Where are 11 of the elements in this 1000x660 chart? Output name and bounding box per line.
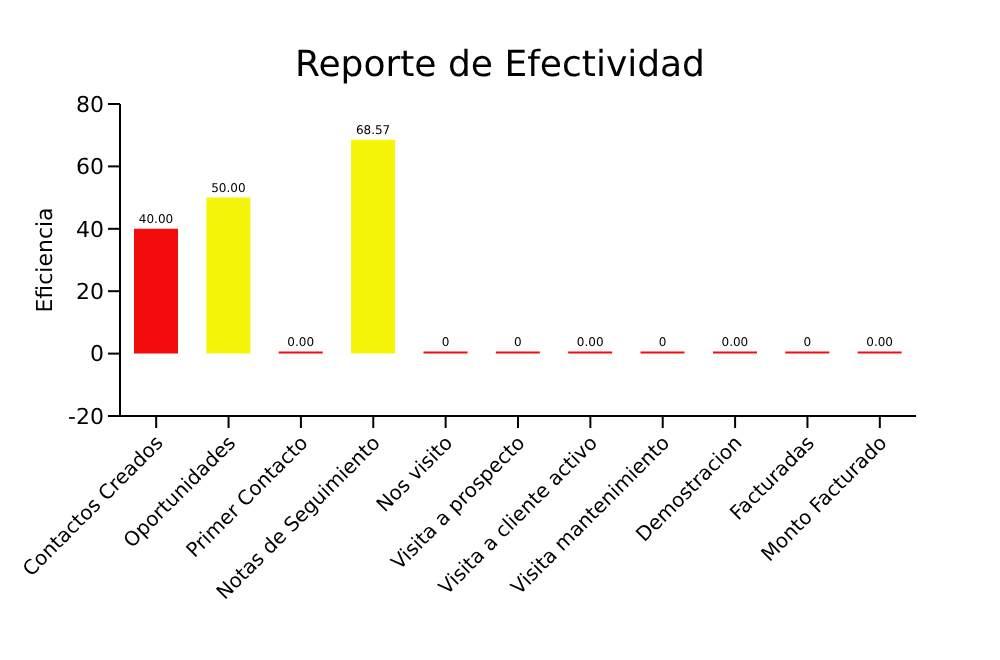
chart-title: Reporte de Efectividad [293,44,707,90]
y-axis-title: Eficiencia [31,207,58,313]
bar [206,197,251,354]
bar [351,139,396,354]
bar [134,228,178,354]
y-tick-label: 60 [76,154,104,181]
y-tick-label: 0 [90,341,104,368]
y-tick-label: 20 [76,279,104,306]
y-tick-label: -20 [68,403,104,430]
y-tick-label: 40 [76,216,104,243]
y-tick-label: 80 [76,91,104,118]
